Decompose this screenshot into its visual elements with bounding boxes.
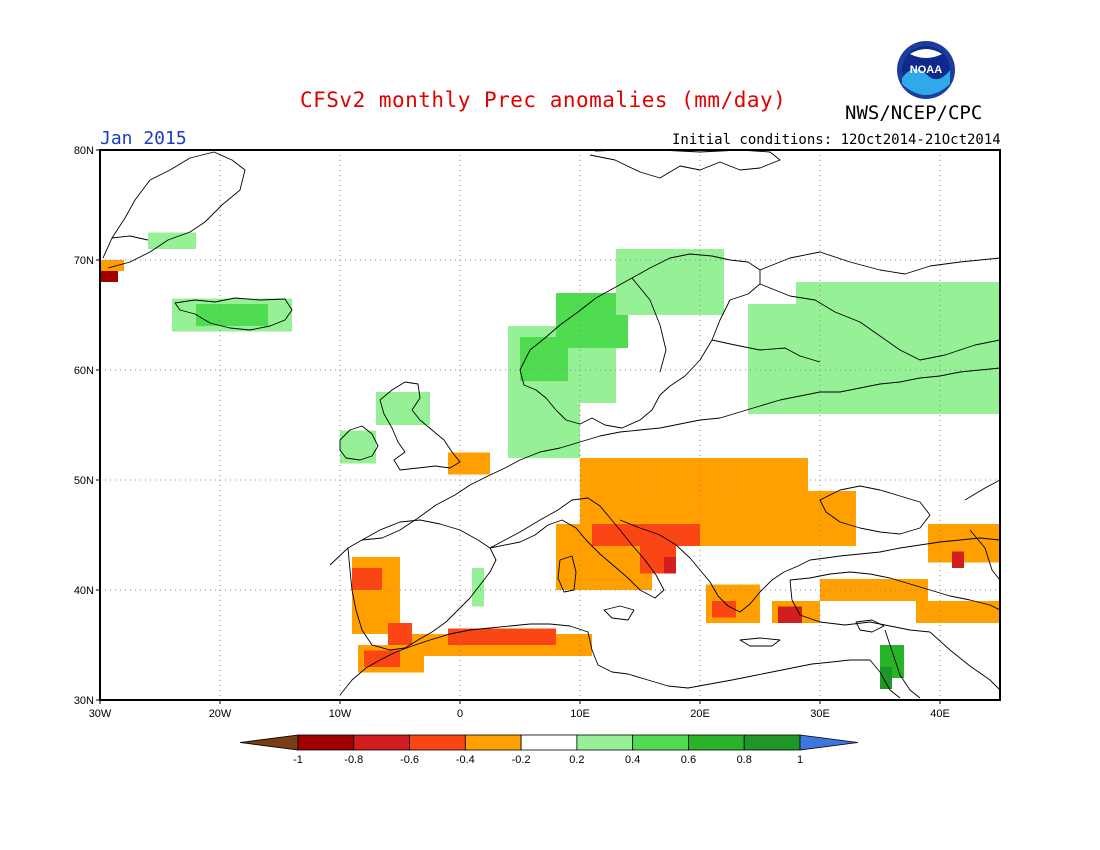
anomaly-cell-30 — [952, 551, 964, 568]
map-frame — [99, 149, 1001, 701]
map-gridlines — [100, 150, 1000, 700]
colorbar-labels: -1 -0.8 -0.6 -0.4 -0.2 0.2 0.4 0.6 0.8 1 — [293, 754, 803, 766]
agency-label: NWS/NCEP/CPC — [845, 102, 983, 124]
colorbar-box-3 — [464, 734, 522, 751]
colorbar-arrow-low — [239, 734, 299, 751]
lat-tick-label: 30N — [74, 695, 94, 707]
anomaly-cell-19 — [700, 491, 856, 546]
initial-conditions: Initial conditions: 12Oct2014-21Oct2014 — [672, 132, 1001, 148]
colorbar-box-5 — [576, 734, 634, 751]
anomaly-cell-8 — [196, 304, 268, 326]
colorbar-label: -1 — [293, 754, 303, 766]
anomaly-cell-9 — [148, 232, 196, 249]
colorbar-label: 0.2 — [569, 754, 584, 766]
lat-tick-label: 80N — [74, 145, 94, 157]
colorbar-box-8 — [743, 734, 801, 751]
lon-tick-label: 10W — [329, 708, 352, 720]
anomaly-cell-33 — [352, 568, 382, 590]
colorbar-box-7 — [688, 734, 745, 751]
colorbar-box-2 — [409, 734, 466, 751]
anomaly-cell-28 — [820, 579, 928, 601]
lon-tick-label: 0 — [457, 708, 463, 720]
lon-tick-label: 30W — [89, 708, 112, 720]
lon-tick-label: 40E — [930, 708, 950, 720]
latitude-labels: 80N 70N 60N 50N 40N 30N — [74, 145, 100, 707]
forecast-month: Jan 2015 — [100, 128, 187, 149]
lon-tick-label: 20W — [209, 708, 232, 720]
anomaly-cell-10 — [340, 430, 376, 464]
lat-tick-label: 70N — [74, 255, 94, 267]
colorbar-box-4 — [520, 734, 578, 751]
colorbar-legend — [239, 734, 859, 751]
anomaly-regions — [100, 232, 1000, 689]
anomaly-cell-38 — [448, 628, 556, 645]
lon-tick-label: 20E — [690, 708, 710, 720]
anomaly-cell-14 — [880, 667, 892, 689]
colorbar-label: 0.6 — [681, 754, 696, 766]
lat-tick-label: 40N — [74, 585, 94, 597]
anomaly-cell-17 — [448, 452, 490, 475]
lat-tick-label: 60N — [74, 365, 94, 377]
colorbar-label: 1 — [797, 754, 803, 766]
lat-tick-label: 50N — [74, 475, 94, 487]
colorbar-box-0 — [297, 734, 355, 751]
longitude-labels: 30W 20W 10W 0 10E 20E 30E 40E — [89, 700, 950, 720]
anomaly-cell-15 — [100, 260, 124, 271]
colorbar-box-6 — [632, 734, 689, 751]
anomaly-cell-4 — [616, 249, 724, 315]
colorbar-label: 0.8 — [737, 754, 752, 766]
anomaly-cell-11 — [376, 392, 430, 425]
noaa-logo-text: NOAA — [910, 64, 942, 76]
anomaly-cell-27 — [778, 606, 802, 623]
colorbar-label: -0.6 — [400, 754, 419, 766]
anomaly-cell-16 — [100, 271, 118, 282]
colorbar-box-1 — [353, 734, 410, 751]
lon-tick-label: 30E — [810, 708, 830, 720]
anomaly-cell-31 — [916, 601, 1000, 623]
noaa-logo-icon: NOAA — [896, 40, 956, 100]
anomaly-cell-5 — [748, 304, 1000, 414]
anomaly-cell-23 — [664, 557, 676, 574]
anomaly-cell-21 — [592, 524, 700, 546]
colorbar-label: -0.4 — [456, 754, 475, 766]
chart-title: CFSv2 monthly Prec anomalies (mm/day) — [300, 88, 787, 112]
anomaly-cell-25 — [712, 601, 736, 618]
colorbar-label: -0.8 — [344, 754, 363, 766]
anomaly-cell-0 — [508, 403, 580, 458]
lon-tick-label: 10E — [570, 708, 590, 720]
coastlines — [102, 149, 1001, 699]
colorbar-label: 0.4 — [625, 754, 640, 766]
colorbar-arrow-high — [799, 734, 859, 751]
anomaly-cell-6 — [796, 282, 1000, 315]
colorbar-label: -0.2 — [512, 754, 531, 766]
